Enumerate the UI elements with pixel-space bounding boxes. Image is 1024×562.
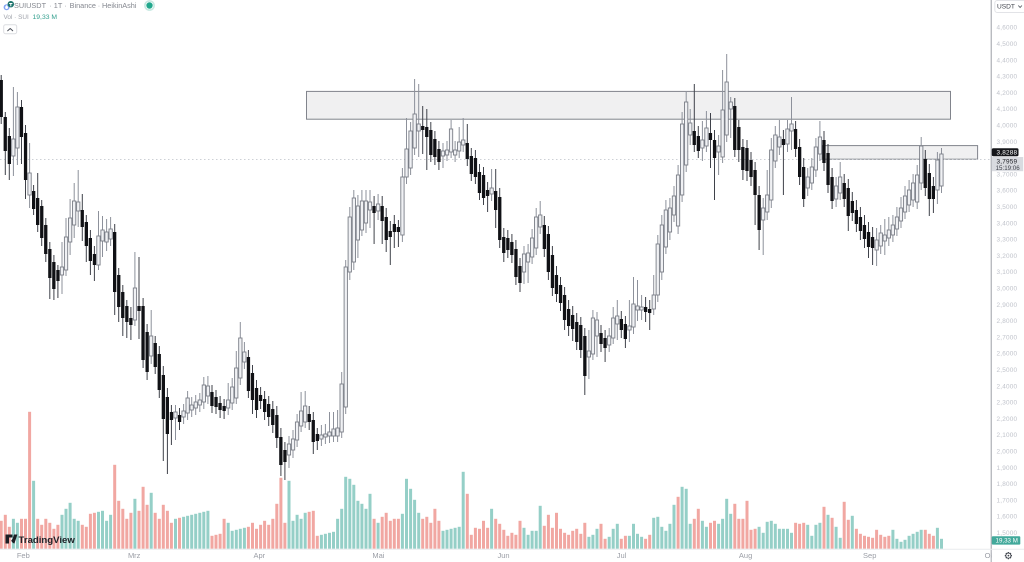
svg-text:2,4000: 2,4000 (997, 383, 1018, 390)
svg-text:1,5000: 1,5000 (997, 530, 1018, 537)
svg-text:4,1000: 4,1000 (997, 106, 1018, 113)
svg-text:4,0000: 4,0000 (997, 123, 1018, 130)
svg-text:HeikinAshi: HeikinAshi (102, 1, 137, 10)
svg-text:2,6000: 2,6000 (997, 351, 1018, 358)
svg-text:3,9000: 3,9000 (997, 139, 1018, 146)
svg-text:3,3000: 3,3000 (997, 237, 1018, 244)
svg-text:4,6000: 4,6000 (997, 25, 1018, 32)
svg-text:4,2000: 4,2000 (997, 90, 1018, 97)
svg-text:Binance: Binance (70, 1, 96, 10)
svg-text:2,5000: 2,5000 (997, 367, 1018, 374)
svg-text:Sep: Sep (863, 551, 876, 560)
svg-text:Mai: Mai (372, 551, 384, 560)
svg-text:2,7000: 2,7000 (997, 334, 1018, 341)
svg-text:2,0000: 2,0000 (997, 449, 1018, 456)
svg-text:1,7000: 1,7000 (997, 497, 1018, 504)
svg-text:Jun: Jun (497, 551, 509, 560)
svg-text:Vol · SUI: Vol · SUI (4, 14, 29, 21)
svg-text:4,3000: 4,3000 (997, 74, 1018, 81)
svg-text:1,8000: 1,8000 (997, 481, 1018, 488)
svg-text:·: · (49, 1, 51, 10)
svg-text:Jul: Jul (617, 551, 627, 560)
svg-text:2,3000: 2,3000 (997, 400, 1018, 407)
svg-text:SUIUSDT: SUIUSDT (14, 1, 47, 10)
svg-text:Mrz: Mrz (128, 551, 141, 560)
svg-text:2,1000: 2,1000 (997, 432, 1018, 439)
svg-text:1T: 1T (54, 1, 63, 10)
svg-text:3,7000: 3,7000 (997, 171, 1018, 178)
svg-text:15:19:06: 15:19:06 (996, 165, 1021, 172)
svg-text:19,33 M: 19,33 M (996, 538, 1018, 545)
svg-text:3,2000: 3,2000 (997, 253, 1018, 260)
svg-text:Okt: Okt (985, 551, 998, 560)
svg-text:3,5000: 3,5000 (997, 204, 1018, 211)
svg-text:2,2000: 2,2000 (997, 416, 1018, 423)
svg-text:4,5000: 4,5000 (997, 41, 1018, 48)
svg-text:1,6000: 1,6000 (997, 514, 1018, 521)
svg-text:3,4000: 3,4000 (997, 220, 1018, 227)
svg-text:2,9000: 2,9000 (997, 302, 1018, 309)
svg-text:4,4000: 4,4000 (997, 57, 1018, 64)
svg-text:·: · (98, 1, 100, 10)
svg-text:Apr: Apr (253, 551, 265, 560)
svg-text:Aug: Aug (739, 551, 752, 560)
svg-text:2,8000: 2,8000 (997, 318, 1018, 325)
svg-text:3,8288: 3,8288 (997, 150, 1018, 157)
svg-text:3,1000: 3,1000 (997, 269, 1018, 276)
svg-text:3,7959: 3,7959 (997, 158, 1018, 165)
svg-text:19,33 M: 19,33 M (33, 14, 58, 21)
svg-text:·: · (64, 1, 66, 10)
svg-text:Feb: Feb (17, 551, 30, 560)
svg-text:3,0000: 3,0000 (997, 286, 1018, 293)
svg-text:3,6000: 3,6000 (997, 188, 1018, 195)
svg-text:USDT: USDT (997, 4, 1015, 11)
svg-text:TradingView: TradingView (19, 535, 76, 546)
svg-text:1,9000: 1,9000 (997, 465, 1018, 472)
